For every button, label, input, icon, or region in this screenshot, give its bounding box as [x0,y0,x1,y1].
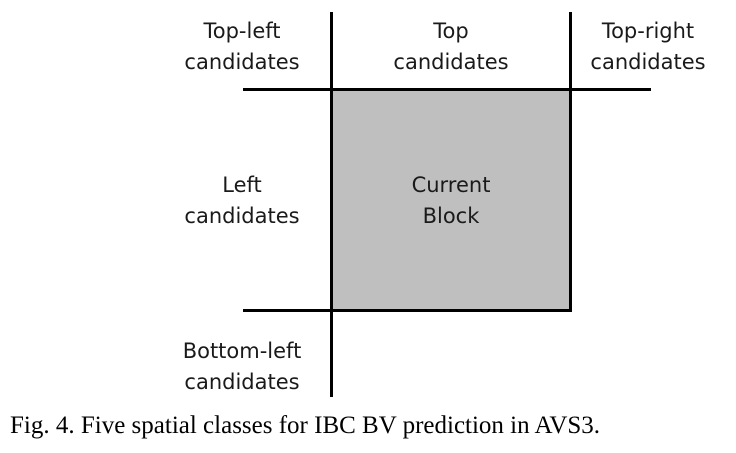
current-block-label-line-2: Block [422,204,480,228]
left-vertical-divider [330,12,333,397]
spatial-classes-diagram: Top-left candidates Top candidates Top-r… [142,12,736,398]
bottom-left-label-line-2: candidates [184,370,300,394]
top-label-line-2: candidates [393,50,509,74]
left-label-line-1: Left [222,173,262,197]
top-left-label-line-2: candidates [184,50,300,74]
top-left-label-line-1: Top-left [203,19,281,43]
right-vertical-divider [569,12,572,312]
bottom-horizontal-divider [243,309,572,312]
figure-caption: Fig. 4. Five spatial classes for IBC BV … [10,412,601,439]
current-block-label-line-1: Current [411,173,491,197]
current-block-label: Current Block [351,170,551,232]
bottom-left-candidates-label: Bottom-left candidates [142,336,342,398]
left-label-line-2: candidates [184,204,300,228]
top-left-candidates-label: Top-left candidates [142,16,342,78]
top-horizontal-divider [243,88,651,91]
top-right-candidates-label: Top-right candidates [548,16,736,78]
top-candidates-label: Top candidates [351,16,551,78]
left-candidates-label: Left candidates [142,170,342,232]
top-right-label-line-1: Top-right [601,19,695,43]
bottom-left-label-line-1: Bottom-left [182,339,302,363]
top-label-line-1: Top [433,19,469,43]
current-block-region [332,90,570,311]
top-right-label-line-2: candidates [590,50,706,74]
